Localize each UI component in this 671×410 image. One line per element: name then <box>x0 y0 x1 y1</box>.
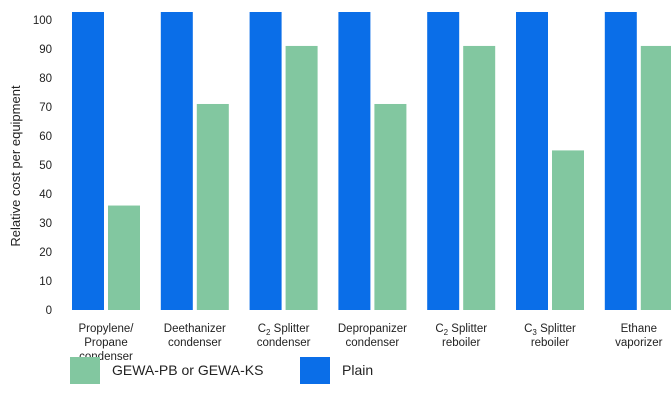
x-category-label: C2 Splitter reboiler <box>435 323 487 349</box>
bar-plain <box>427 12 460 310</box>
bar-plain <box>160 12 193 310</box>
bar-gewa <box>374 103 407 310</box>
y-tick-label: 10 <box>39 276 52 288</box>
y-tick-label: 60 <box>39 131 52 143</box>
bar-gewa <box>640 45 671 310</box>
bar-gewa <box>285 45 318 310</box>
bar-plain <box>338 12 371 310</box>
legend: GEWA-PB or GEWA-KS Plain <box>70 357 373 384</box>
y-tick-label: 90 <box>39 44 52 56</box>
bar-plain <box>72 12 104 310</box>
y-tick-label: 100 <box>33 15 52 27</box>
bars <box>72 12 671 310</box>
x-category-label: Ethane vaporizer <box>615 323 662 349</box>
x-category-label: C2 Splitter condenser <box>257 323 311 349</box>
y-tick-label: 20 <box>39 247 52 259</box>
legend-label: Plain <box>342 362 373 378</box>
y-tick-label: 70 <box>39 102 52 114</box>
bar-plain <box>604 12 637 310</box>
y-tick-label: 40 <box>39 189 52 201</box>
y-tick-label: 30 <box>39 218 52 230</box>
bar-gewa <box>463 45 496 310</box>
bar-gewa <box>552 150 584 310</box>
bar-plain <box>516 12 548 310</box>
x-category-label: Deethanizer condenser <box>164 323 226 349</box>
x-category-label: Depropanizer condenser <box>338 323 407 349</box>
y-axis: 0 10 20 30 40 50 60 70 80 90 100 <box>33 15 52 317</box>
x-category-label: C3 Splitter reboiler <box>524 323 576 349</box>
bar-plain <box>249 12 282 310</box>
bar-gewa <box>108 205 140 310</box>
legend-swatch <box>300 357 330 384</box>
y-axis-title: Relative cost per equipment <box>8 85 23 247</box>
bar-gewa <box>196 103 229 310</box>
y-tick-label: 50 <box>39 160 52 172</box>
legend-swatch <box>70 357 100 384</box>
legend-label: GEWA-PB or GEWA-KS <box>112 362 263 378</box>
y-tick-label: 80 <box>39 73 52 85</box>
y-tick-label: 0 <box>46 305 52 317</box>
